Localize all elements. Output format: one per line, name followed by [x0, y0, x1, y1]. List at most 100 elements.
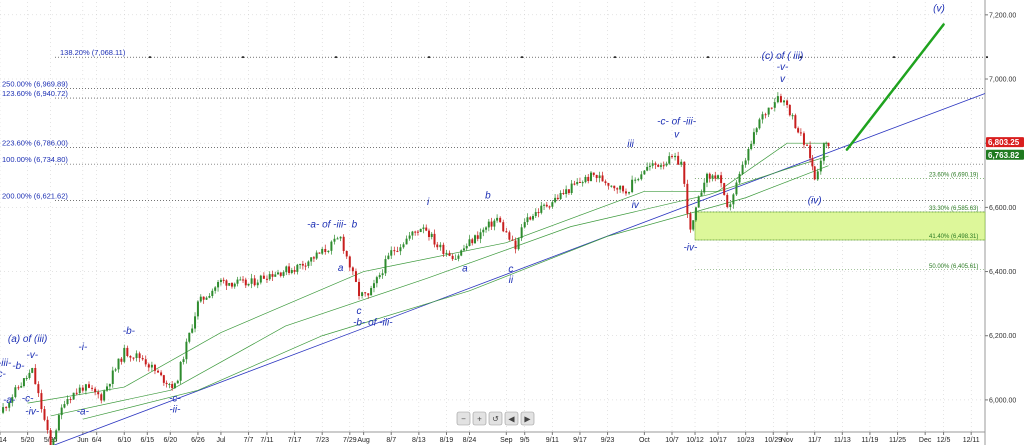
zoom-out-button[interactable]: − [456, 411, 471, 426]
wave-label: (a) of (iii) [8, 334, 47, 345]
candle-body [651, 163, 654, 166]
candle-body [514, 240, 517, 250]
candle-body [296, 264, 299, 272]
fib-level-label: 100.00% (6,734.80) [2, 155, 68, 164]
candle-body [375, 277, 378, 284]
candle-body [532, 216, 535, 220]
candle-body [414, 231, 417, 233]
pan-right-icon: ▶ [524, 415, 531, 424]
candle-body [735, 182, 738, 195]
candle-body [430, 233, 433, 237]
candle-body [342, 236, 345, 251]
candle-body [129, 355, 132, 358]
candle-body [11, 397, 14, 403]
fib-retracement-label: 41.40% (6,498.31) [929, 234, 978, 240]
candle-body [726, 194, 729, 208]
candle-body [761, 114, 764, 120]
x-tick-label: Dec [919, 437, 932, 444]
candle-body [168, 384, 171, 386]
wave-label: ii [509, 275, 514, 286]
fib-level-marker [614, 56, 616, 59]
candle-body [680, 161, 683, 165]
wave-label: (iv) [808, 196, 822, 207]
candle-body [496, 217, 499, 221]
candle-body [700, 192, 703, 197]
candle-body [827, 142, 830, 147]
wave-label: a [462, 264, 468, 275]
x-tick-label: Jun [77, 437, 88, 444]
candle-body [288, 266, 291, 273]
candle-body [114, 369, 117, 371]
candle-body [188, 332, 191, 342]
candle-body [17, 387, 20, 389]
candle-body [378, 275, 381, 278]
candle-body [598, 175, 601, 179]
zoom-reset-button[interactable]: ↺ [488, 411, 503, 426]
candle-body [427, 230, 430, 237]
candle-body [259, 275, 262, 283]
candle-body [194, 316, 197, 329]
candle-body [819, 160, 822, 172]
candle-body [301, 263, 304, 266]
wave-label: b [485, 191, 491, 202]
candle-body [182, 359, 185, 362]
candle-body [171, 384, 174, 389]
candle-body [708, 173, 711, 179]
candle-body [750, 143, 753, 150]
candle-body [705, 173, 708, 183]
candle-body [592, 172, 595, 175]
candle-body [384, 259, 387, 274]
candle-body [153, 364, 156, 371]
candle-body [622, 185, 625, 192]
candle-body [619, 185, 622, 190]
x-tick-label: 8/7 [386, 437, 396, 444]
candle-body [613, 185, 616, 189]
zoom-in-button[interactable]: + [472, 411, 487, 426]
candle-body [330, 241, 333, 251]
candle-body [648, 165, 651, 167]
x-tick-label: 8/13 [412, 437, 426, 444]
candle-body [732, 194, 735, 205]
candle-body [233, 283, 236, 287]
wave-label: -iii- [0, 358, 12, 369]
x-tick-label: Nov [781, 437, 794, 444]
y-tick-label: 6,200.00 [989, 333, 1016, 340]
candle-body [668, 156, 671, 164]
candle-body [408, 235, 411, 239]
candle-body [364, 292, 367, 294]
candle-body [196, 301, 199, 317]
candle-body [654, 163, 657, 165]
candle-body [457, 255, 460, 259]
candle-body [788, 104, 791, 116]
candle-body [565, 189, 568, 194]
wave-label: iii [627, 139, 634, 150]
candle-body [573, 183, 576, 185]
candle-body [222, 279, 225, 281]
y-tick-label: 6,600.00 [989, 205, 1016, 212]
fib-level-marker [707, 56, 709, 59]
candle-body [439, 244, 442, 248]
candle-body [537, 212, 540, 214]
moving-average-line [50, 155, 829, 417]
pan-left-button[interactable]: ◀ [504, 411, 519, 426]
candle-body [179, 361, 182, 381]
wave-label: i [427, 197, 430, 208]
candle-body [123, 347, 126, 362]
wave-label: -b- [12, 361, 25, 372]
candle-body [476, 235, 479, 239]
candle-body [277, 272, 280, 275]
candle-body [236, 279, 239, 284]
candle-body [616, 188, 619, 190]
wave-label: -i- [78, 342, 88, 353]
candle-body [703, 182, 706, 193]
candle-body [419, 228, 422, 233]
candle-body [576, 181, 579, 185]
candle-body [794, 115, 797, 129]
pan-right-button[interactable]: ▶ [520, 411, 535, 426]
price-badge [986, 137, 1024, 148]
x-tick-label: Aug [357, 437, 370, 444]
candle-body [94, 388, 97, 393]
fib-level-marker [986, 56, 988, 59]
candle-body [511, 239, 514, 241]
